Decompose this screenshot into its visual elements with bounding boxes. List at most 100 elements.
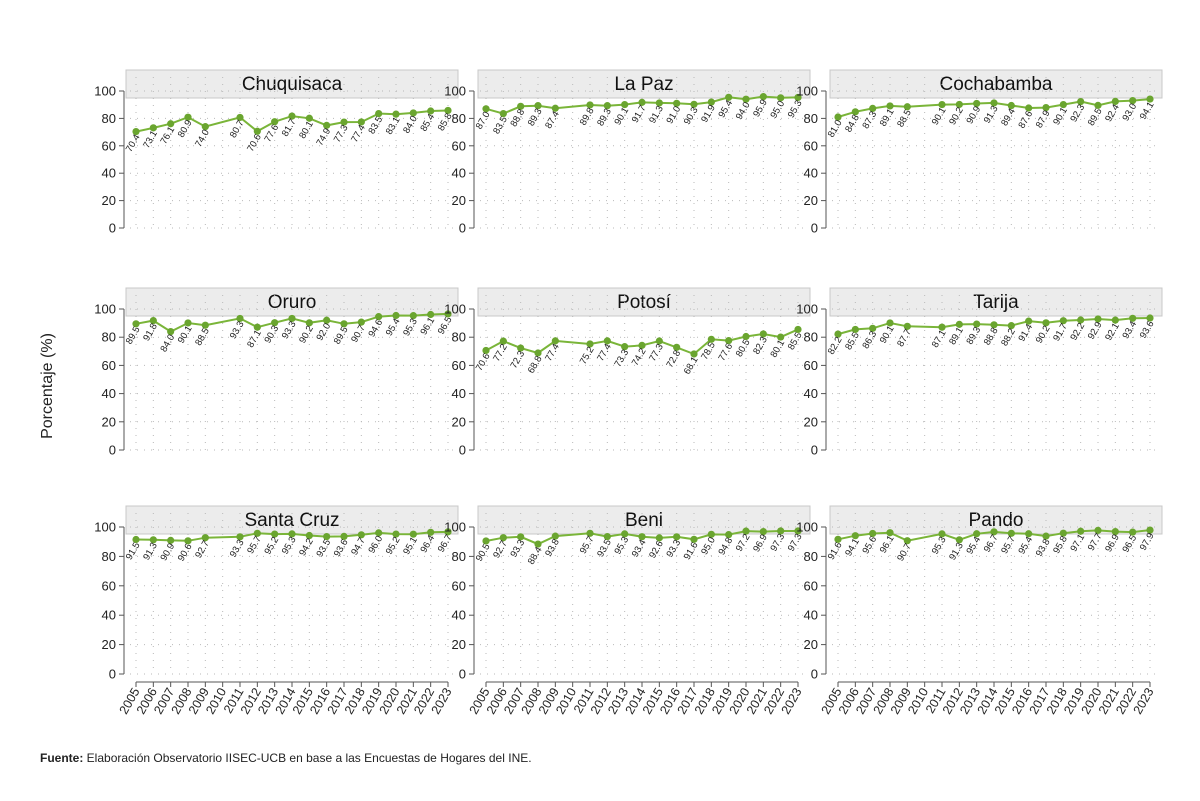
data-point — [392, 311, 400, 320]
data-point — [1129, 96, 1137, 105]
y-tick-label: 60 — [804, 138, 818, 153]
data-label: 91.6 — [682, 540, 701, 562]
data-point — [271, 118, 279, 126]
data-label: 90.7 — [895, 542, 914, 564]
data-label: 97.7 — [1086, 531, 1105, 553]
source-label: Fuente: — [40, 751, 84, 765]
data-point — [551, 532, 559, 540]
data-label: 70.4 — [124, 133, 143, 155]
data-label: 88.5 — [193, 326, 212, 348]
data-point — [375, 529, 383, 537]
data-point — [201, 321, 209, 329]
y-tick-label: 80 — [804, 111, 818, 126]
data-point — [655, 534, 663, 542]
data-label: 91.0 — [664, 104, 683, 126]
data-label: 95.0 — [768, 99, 787, 121]
y-tick-label: 80 — [102, 549, 116, 564]
data-label: 68.8 — [526, 354, 545, 376]
data-label: 89.3 — [595, 107, 614, 129]
y-tick-label: 20 — [102, 193, 116, 208]
data-point — [184, 537, 192, 545]
data-label: 93.3 — [228, 538, 247, 560]
panel-strip — [477, 505, 811, 535]
data-point — [834, 535, 842, 543]
data-point — [357, 118, 365, 126]
data-point — [886, 102, 894, 110]
data-label: 87.9 — [1034, 109, 1053, 131]
y-tick-label: 60 — [452, 578, 466, 593]
data-point — [253, 127, 261, 135]
y-tick-label: 40 — [452, 166, 466, 181]
data-point — [1007, 529, 1015, 537]
data-label: 93.5 — [595, 538, 614, 560]
data-point — [973, 530, 981, 538]
data-point — [1025, 317, 1033, 325]
data-point — [149, 536, 157, 544]
data-point — [409, 530, 417, 538]
data-point — [955, 536, 963, 544]
data-point — [201, 123, 209, 131]
data-point — [499, 337, 507, 345]
data-label: 95.4 — [1016, 535, 1035, 557]
y-tick-label: 60 — [102, 578, 116, 593]
data-label: 93.3 — [228, 319, 247, 341]
data-label: 95.3 — [401, 317, 420, 339]
y-tick-label: 0 — [109, 667, 116, 682]
data-label: 95.8 — [1051, 534, 1070, 556]
data-label: 91.3 — [982, 104, 1001, 126]
data-label: 86.3 — [860, 329, 879, 351]
data-point — [288, 314, 296, 323]
y-tick-label: 20 — [452, 193, 466, 208]
data-label: 95.7 — [245, 534, 264, 556]
data-label: 92.6 — [647, 539, 666, 561]
data-point — [427, 310, 435, 319]
data-point — [392, 530, 400, 538]
data-label: 80.5 — [734, 337, 753, 359]
data-point — [759, 330, 767, 338]
y-tick-label: 20 — [804, 637, 818, 652]
data-label: 88.4 — [526, 545, 545, 567]
y-tick-label: 80 — [102, 330, 116, 345]
data-point — [184, 319, 192, 327]
data-label: 77.3 — [332, 123, 351, 145]
data-point — [392, 110, 400, 118]
data-label: 74.0 — [193, 128, 212, 150]
data-label: 96.5 — [1120, 533, 1139, 555]
data-label: 90.9 — [158, 541, 177, 563]
data-label: 95.6 — [860, 534, 879, 556]
data-point — [869, 529, 877, 538]
data-label: 90.3 — [262, 324, 281, 346]
data-label: 75.2 — [578, 345, 597, 367]
data-point — [955, 100, 963, 109]
data-label: 90.2 — [297, 324, 316, 346]
data-point — [621, 343, 629, 351]
y-tick-label: 40 — [102, 166, 116, 181]
data-label: 92.0 — [314, 321, 333, 343]
data-label: 87.0 — [474, 110, 493, 132]
data-label: 93.5 — [314, 538, 333, 560]
y-tick-label: 20 — [102, 637, 116, 652]
data-point — [973, 320, 981, 328]
data-point — [1042, 103, 1050, 112]
y-tick-label: 60 — [452, 358, 466, 373]
data-point — [621, 530, 629, 538]
y-tick-label: 0 — [459, 443, 466, 458]
data-point — [586, 340, 594, 348]
data-label: 94.6 — [366, 318, 385, 340]
y-tick-label: 20 — [804, 414, 818, 429]
data-label: 84.0 — [401, 114, 420, 136]
data-point — [444, 106, 452, 115]
data-point — [851, 532, 859, 540]
data-label: 73.3 — [612, 348, 631, 370]
data-point — [1146, 95, 1154, 103]
data-point — [305, 319, 313, 327]
data-label: 76.1 — [158, 125, 177, 147]
data-point — [517, 533, 525, 541]
data-label: 84.8 — [843, 113, 862, 135]
data-point — [707, 530, 715, 538]
data-label: 90.5 — [474, 542, 493, 564]
data-label: 82.3 — [751, 335, 770, 357]
data-label: 94.2 — [297, 537, 316, 559]
